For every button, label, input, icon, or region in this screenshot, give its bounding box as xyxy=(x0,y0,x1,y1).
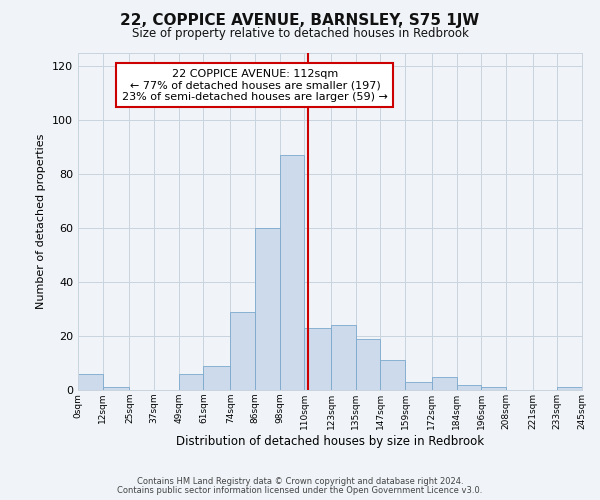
Bar xyxy=(405,382,432,390)
Text: Contains public sector information licensed under the Open Government Licence v3: Contains public sector information licen… xyxy=(118,486,482,495)
Y-axis label: Number of detached properties: Number of detached properties xyxy=(37,134,46,309)
Bar xyxy=(380,360,405,390)
Bar xyxy=(179,374,203,390)
Text: 22 COPPICE AVENUE: 112sqm
← 77% of detached houses are smaller (197)
23% of semi: 22 COPPICE AVENUE: 112sqm ← 77% of detac… xyxy=(122,68,388,102)
Bar xyxy=(331,325,356,390)
Bar xyxy=(481,388,506,390)
Text: Contains HM Land Registry data © Crown copyright and database right 2024.: Contains HM Land Registry data © Crown c… xyxy=(137,477,463,486)
Bar xyxy=(557,388,582,390)
Text: 22, COPPICE AVENUE, BARNSLEY, S75 1JW: 22, COPPICE AVENUE, BARNSLEY, S75 1JW xyxy=(121,12,479,28)
Bar xyxy=(255,228,280,390)
Bar xyxy=(304,328,331,390)
Bar xyxy=(103,388,130,390)
X-axis label: Distribution of detached houses by size in Redbrook: Distribution of detached houses by size … xyxy=(176,434,484,448)
Bar xyxy=(356,338,380,390)
Bar xyxy=(203,366,230,390)
Bar xyxy=(78,374,103,390)
Bar xyxy=(280,155,304,390)
Bar xyxy=(230,312,255,390)
Text: Size of property relative to detached houses in Redbrook: Size of property relative to detached ho… xyxy=(131,28,469,40)
Bar xyxy=(432,376,457,390)
Bar xyxy=(457,384,481,390)
